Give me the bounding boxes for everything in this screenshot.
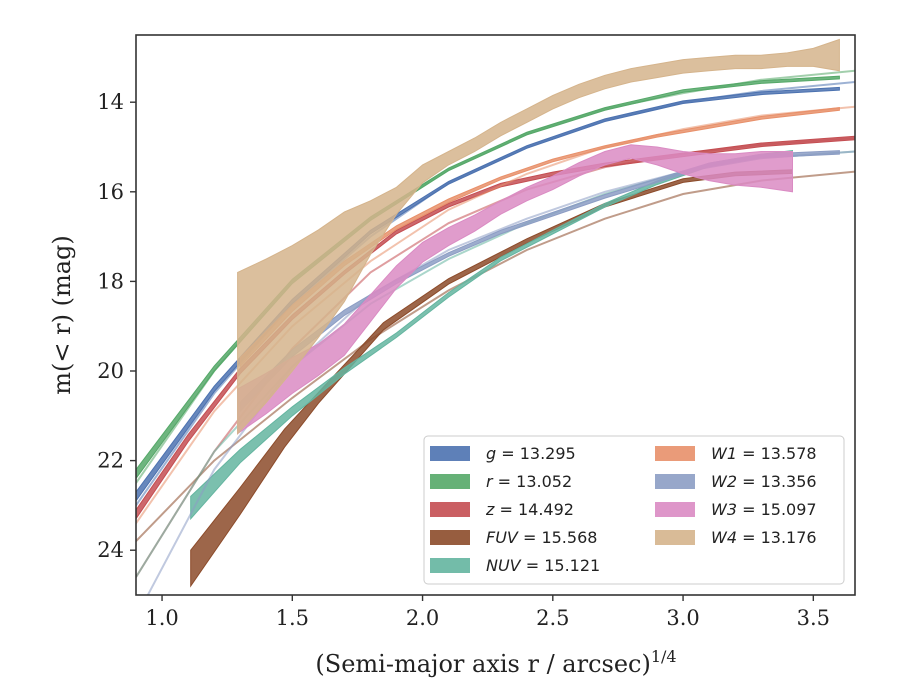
y-axis-title: m(< r) (mag) [48,235,76,394]
legend-label-nuv: NUV = 15.121 [486,556,600,575]
x-tick-label: 3.5 [797,606,830,630]
legend-swatch-w3 [655,502,695,517]
legend-swatch-z [430,502,470,517]
x-tick-label: 1.0 [145,606,178,630]
x-tick-label: 2.5 [536,606,569,630]
profile-band-w3 [237,144,793,435]
legend-swatch-r [430,474,470,489]
axes-frame [135,34,856,596]
y-axis: 14 16 18 20 22 24 [97,90,136,562]
legend-swatch-w1 [655,446,695,461]
y-tick-label: 16 [97,180,124,204]
legend-label-w1: W1 = 13.578 [711,444,817,463]
legend-swatch-w4 [655,530,695,545]
x-tick-label: 3.0 [666,606,699,630]
y-tick-label: 14 [97,90,124,114]
x-axis-title: (Semi-major axis r / arcsec)1/4 [315,647,676,678]
legend-label-z: z = 14.492 [485,500,574,519]
x-tick-label: 1.5 [276,606,309,630]
y-tick-label: 22 [97,449,124,473]
y-tick-label: 20 [97,359,124,383]
legend: g = 13.295 r = 13.052 z = 14.492 FUV = 15.5… [423,435,845,585]
legend-box [423,435,845,585]
legend-swatch-fuv [430,530,470,545]
profile-band-w4 [237,38,840,435]
y-tick-label: 24 [97,538,124,562]
legend-label-w4: W4 = 13.176 [711,528,817,547]
legend-label-w2: W2 = 13.356 [711,472,817,491]
legend-swatch-w2 [655,474,695,489]
legend-label-g: g = 13.295 [486,444,576,463]
legend-label-w3: W3 = 15.097 [711,500,817,519]
legend-label-fuv: FUV = 15.568 [486,528,597,547]
y-tick-label: 18 [97,269,124,293]
x-axis: 1.0 1.5 2.0 2.5 3.0 3.5 [145,595,830,630]
x-tick-label: 2.0 [406,606,439,630]
legend-label-r: r = 13.052 [486,472,572,491]
legend-swatch-g [430,446,470,461]
plot-area [136,38,855,595]
legend-swatch-nuv [430,558,470,573]
profile-band-w1 [239,107,840,368]
